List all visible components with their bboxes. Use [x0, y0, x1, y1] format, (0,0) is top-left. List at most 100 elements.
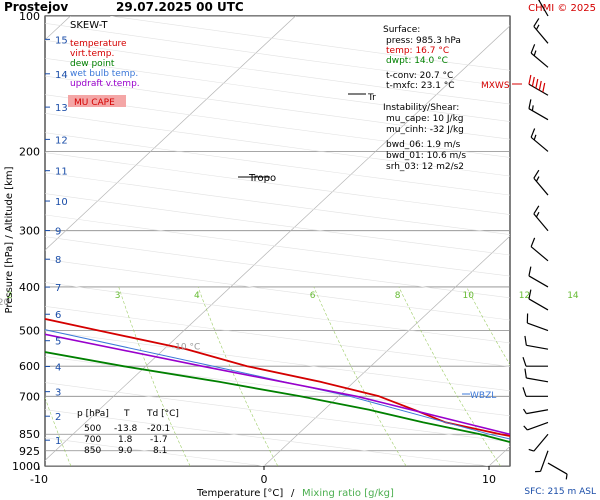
- table-header: T: [123, 409, 130, 419]
- surface-dwpt: dwpt: 14.0 °C: [386, 56, 448, 66]
- sfc-label: SFC: 215 m ASL: [524, 487, 596, 497]
- altitude-tick-label: 10: [55, 197, 68, 208]
- mixing-ratio-label: 14: [567, 291, 579, 301]
- altitude-tick-label: 11: [55, 167, 68, 178]
- tropopause-label: Tropo: [248, 173, 276, 184]
- pressure-tick-label: 500: [19, 325, 40, 338]
- wind-barb-half-feather: [528, 448, 535, 452]
- mixing-ratio-line: [398, 286, 501, 466]
- wind-barb-feather: [528, 99, 532, 109]
- altitude-tick-label: 2: [55, 412, 61, 423]
- legend-item-wet-bulb: wet bulb temp.: [70, 69, 138, 79]
- wind-barb-staff: [526, 377, 549, 383]
- pressure-tick-label: 600: [19, 360, 40, 373]
- x-tick-label: 0: [261, 473, 268, 486]
- instability-line: bwd_06: 1.9 m/s: [386, 140, 461, 150]
- x-tick-label: 10: [482, 473, 496, 486]
- mixing-ratio-label: 8: [395, 291, 401, 301]
- x-tick-label: -10: [30, 473, 48, 486]
- wind-barb-half-feather: [533, 50, 537, 56]
- table-cell: 8.1: [153, 446, 167, 456]
- isotherm-line: [45, 16, 296, 251]
- wind-barb-staff: [539, 450, 549, 472]
- table-cell: -1.7: [150, 435, 168, 445]
- wind-barb: [522, 356, 548, 367]
- wind-barb: [530, 44, 549, 68]
- wind-barb-staff: [526, 344, 549, 350]
- surface-title: Surface:: [383, 25, 420, 35]
- table-cell: 850: [84, 446, 101, 456]
- instability-line: bwd_01: 10.6 m/s: [386, 151, 466, 161]
- pressure-tick-label: 200: [19, 145, 40, 158]
- wind-barb: [528, 266, 549, 288]
- wind-barb-staff: [528, 108, 549, 121]
- wind-barb: [522, 387, 548, 397]
- wind-barb-feather: [528, 289, 532, 300]
- isotherm-line: [263, 235, 510, 466]
- wind-barb-feather: [538, 80, 542, 91]
- wind-barb: [528, 289, 549, 311]
- wind-barb: [533, 205, 549, 232]
- wind-panel: [510, 16, 600, 466]
- table-cell: 500: [84, 424, 101, 434]
- wind-barb: [526, 313, 549, 332]
- instability-line: mu_cape: 10 J/kg: [386, 114, 464, 124]
- wind-barb-staff: [533, 433, 549, 452]
- wind-barb-half-feather: [535, 211, 540, 218]
- surface-temp: temp: 16.7 °C: [386, 46, 449, 56]
- wind-barb-feather: [535, 78, 539, 89]
- altitude-tick-label: 15: [55, 35, 68, 46]
- mixing-ratio-line: [523, 287, 600, 466]
- wind-barb-feather: [531, 76, 535, 87]
- altitude-tick-label: 5: [55, 337, 61, 348]
- wind-barb: [530, 237, 549, 262]
- legend-item-dew-point: dew point: [70, 59, 115, 69]
- x-axis-title-temp: Temperature [°C]: [196, 488, 283, 499]
- wind-barb-staff: [533, 177, 549, 196]
- altitude-tick-label: 6: [55, 310, 61, 321]
- mxws-label: MXWS: [481, 81, 510, 91]
- legend-title: SKEW-T: [70, 20, 108, 31]
- altitude-tick-label: 12: [55, 135, 68, 146]
- mixing-ratio-label: 10: [463, 291, 475, 301]
- series-dew-point: [45, 351, 510, 444]
- x-axis-title-mix: Mixing ratio [g/kg]: [302, 488, 394, 499]
- wind-barb-staff: [530, 52, 549, 68]
- altitude-tick-label: 14: [55, 70, 68, 81]
- pressure-tick-label: 1000: [12, 460, 40, 473]
- pressure-tick-label: 400: [19, 281, 40, 294]
- wind-barb-feather: [524, 368, 527, 379]
- pressure-tick-label: 100: [19, 10, 40, 23]
- series-wet-bulb-temp: [45, 329, 510, 440]
- wind-barb: [522, 408, 549, 415]
- wind-barb-feather: [530, 237, 536, 247]
- isotherm-label: -20: [0, 298, 9, 308]
- wind-barb-feather: [530, 128, 536, 138]
- series-temperature: [45, 317, 510, 437]
- legend-item-updraft: updraft v.temp.: [70, 79, 140, 89]
- altitude-tick-label: 3: [55, 388, 61, 399]
- isotherm-label: -10 °C: [172, 343, 200, 353]
- surface-tconv: t-conv: 20.7 °C: [386, 71, 453, 81]
- mixing-ratio-line: [45, 396, 72, 466]
- dry-adiabat: [45, 193, 510, 256]
- mu-cape-badge: MU CAPE: [74, 98, 115, 108]
- instability-line: srh_03: 12 m2/s2: [386, 162, 464, 172]
- table-header: p [hPa]: [77, 409, 109, 419]
- wind-barb-staff: [530, 136, 549, 152]
- mixing-ratio-line: [313, 286, 407, 466]
- copyright: CHMI © 2025: [528, 3, 596, 14]
- mu-cape-badge-bg: [68, 95, 126, 107]
- pressure-tick-label: 300: [19, 225, 40, 238]
- altitude-tick-label: 7: [55, 283, 61, 294]
- wind-barb-feather: [533, 169, 540, 179]
- wind-barb-feather: [528, 74, 532, 85]
- wind-barb: [528, 99, 549, 121]
- dry-adiabat: [45, 330, 510, 392]
- wind-barb-staff: [528, 83, 549, 96]
- dry-adiabat: [45, 356, 510, 417]
- wind-barb: [530, 128, 549, 152]
- altitude-tick-label: 9: [55, 227, 61, 238]
- mixing-ratio-label: 6: [310, 291, 316, 301]
